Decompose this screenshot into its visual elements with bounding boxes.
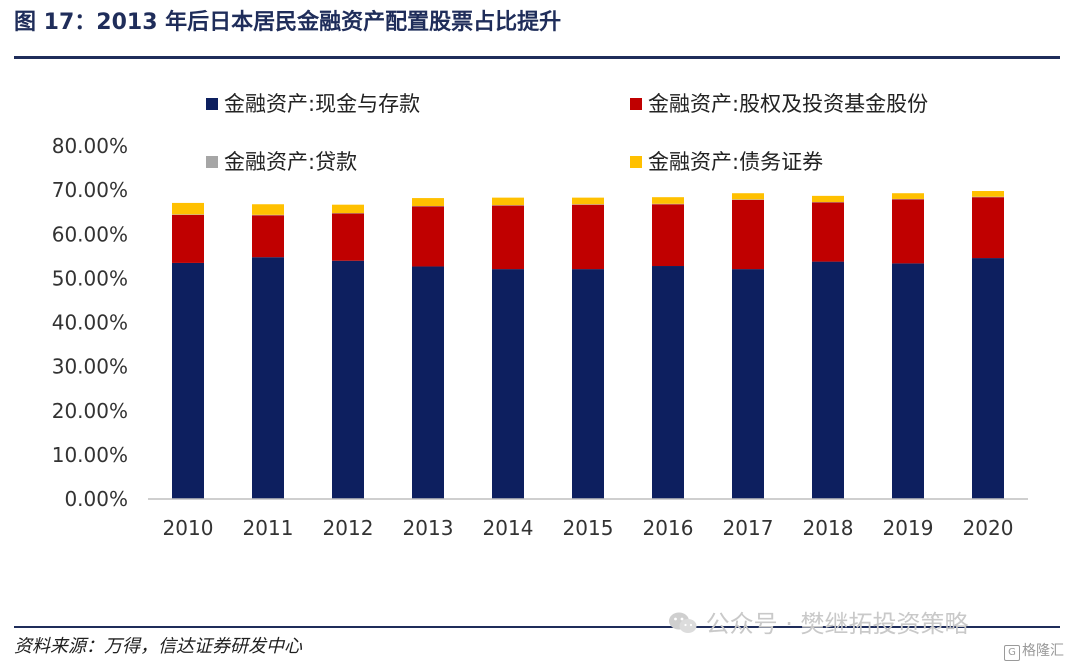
bar-segment: [892, 193, 924, 199]
bar-segment: [332, 213, 364, 261]
x-axis: 2010 2011 2012 2013 2014 2015 2016 2017 2018 2019…: [148, 498, 1028, 540]
x-tick-label: 2020: [963, 516, 1014, 540]
bar-segment: [732, 269, 764, 499]
footer-divider: [14, 626, 1060, 628]
legend-swatch: [630, 156, 642, 168]
legend-label: 金融资产:股权及投资基金股份: [648, 92, 928, 116]
bar-segment: [412, 206, 444, 267]
bar-segment: [172, 262, 204, 499]
bar-segment: [492, 269, 524, 499]
bar-segment: [652, 197, 684, 204]
x-tick-label: 2017: [723, 516, 774, 540]
x-tick-label: 2012: [323, 516, 374, 540]
badge-text: 格隆汇: [1022, 643, 1064, 659]
legend-swatch: [206, 98, 218, 110]
bar-segment: [572, 269, 604, 499]
title-divider: [14, 56, 1060, 59]
bar-segment: [572, 197, 604, 205]
bars: [172, 191, 1004, 499]
bar-segment: [652, 204, 684, 267]
y-tick-label: 0.00%: [64, 487, 128, 511]
bar-segment: [732, 199, 764, 270]
bar-segment: [892, 199, 924, 264]
legend-label: 金融资产:债务证券: [648, 150, 823, 174]
y-tick-label: 60.00%: [52, 222, 128, 246]
legend-label: 金融资产:贷款: [224, 150, 357, 174]
x-tick-label: 2019: [883, 516, 934, 540]
legend-swatch: [630, 98, 642, 110]
bar-segment: [252, 215, 284, 258]
bar-segment: [892, 263, 924, 499]
legend-swatch: [206, 156, 218, 168]
x-tick-label: 2016: [643, 516, 694, 540]
bar-segment: [972, 191, 1004, 197]
x-tick-label: 2015: [563, 516, 614, 540]
watermark: 公众号 · 樊继拓投资策略: [668, 604, 969, 639]
y-tick-label: 10.00%: [52, 443, 128, 467]
source-note: 资料来源：万得，信达证券研发中心: [14, 636, 302, 657]
y-tick-label: 50.00%: [52, 266, 128, 290]
y-tick-label: 80.00%: [52, 134, 128, 158]
y-tick-label: 30.00%: [52, 355, 128, 379]
y-tick-label: 40.00%: [52, 311, 128, 335]
bar-segment: [412, 266, 444, 499]
bar-segment: [812, 261, 844, 499]
x-tick-label: 2014: [483, 516, 534, 540]
bar-segment: [492, 205, 524, 270]
badge: G 格隆汇: [1004, 640, 1064, 661]
bar-segment: [252, 204, 284, 215]
x-tick-label: 2018: [803, 516, 854, 540]
bar-segment: [492, 197, 524, 206]
y-axis: 0.00% 10.00% 20.00% 30.00% 40.00% 50.00% 60.00…: [52, 134, 128, 511]
figure-title: 图 17：2013 年后日本居民金融资产配置股票占比提升: [14, 10, 562, 35]
watermark-text: 公众号 · 樊继拓投资策略: [705, 610, 969, 638]
bar-segment: [252, 257, 284, 499]
bar-segment: [172, 202, 204, 215]
bar-segment: [972, 258, 1004, 499]
bar-segment: [332, 260, 364, 499]
bar-segment: [732, 193, 764, 200]
bar-segment: [572, 204, 604, 270]
bar-segment: [812, 202, 844, 262]
y-tick-label: 70.00%: [52, 178, 128, 202]
wechat-icon: [669, 612, 697, 633]
y-tick-label: 20.00%: [52, 399, 128, 423]
bar-segment: [172, 214, 204, 263]
bar-segment: [412, 198, 444, 207]
x-tick-label: 2013: [403, 516, 454, 540]
bar-segment: [972, 197, 1004, 259]
bar-segment: [812, 195, 844, 203]
bar-segment: [332, 204, 364, 214]
x-tick-label: 2010: [163, 516, 214, 540]
badge-logo-icon: G: [1004, 645, 1020, 661]
x-tick-label: 2011: [243, 516, 294, 540]
bar-segment: [652, 266, 684, 499]
legend-label: 金融资产:现金与存款: [224, 92, 420, 116]
